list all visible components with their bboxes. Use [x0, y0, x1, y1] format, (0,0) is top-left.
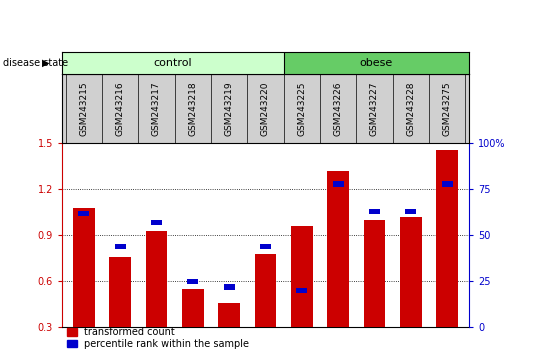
Text: disease state: disease state [3, 58, 68, 68]
Bar [146, 231, 167, 327]
Bar [364, 220, 385, 327]
Text: GSM243216: GSM243216 [116, 81, 125, 136]
Bar [405, 209, 416, 214]
Bar [151, 220, 162, 225]
Text: GSM243219: GSM243219 [225, 81, 233, 136]
Text: control: control [154, 58, 192, 68]
Text: GSM243218: GSM243218 [188, 81, 197, 136]
Bar [441, 181, 453, 187]
Text: GSM243217: GSM243217 [152, 81, 161, 136]
Bar [400, 217, 421, 327]
Bar [333, 181, 343, 187]
Bar [436, 149, 458, 327]
Text: obese: obese [360, 58, 393, 68]
Bar [260, 244, 271, 249]
Bar [224, 284, 234, 290]
Bar [73, 208, 95, 327]
Bar [182, 289, 204, 327]
Text: ▶: ▶ [42, 58, 50, 68]
Text: GSM243227: GSM243227 [370, 82, 379, 136]
Legend: transformed count, percentile rank within the sample: transformed count, percentile rank withi… [67, 327, 250, 349]
Bar [369, 209, 380, 214]
Bar [284, 52, 469, 74]
Bar [109, 257, 131, 327]
Bar [254, 254, 277, 327]
Bar [327, 171, 349, 327]
Text: GSM243225: GSM243225 [298, 82, 306, 136]
Bar [78, 211, 89, 216]
Text: GSM243228: GSM243228 [406, 82, 415, 136]
Bar [62, 52, 284, 74]
Text: GSM243220: GSM243220 [261, 82, 270, 136]
Text: GSM243275: GSM243275 [443, 81, 452, 136]
Bar [115, 244, 126, 249]
Bar [291, 226, 313, 327]
Title: GDS3688 / 236719_at: GDS3688 / 236719_at [182, 124, 349, 141]
Bar [218, 303, 240, 327]
Text: GSM243215: GSM243215 [79, 81, 88, 136]
Bar [296, 288, 307, 293]
Text: GSM243226: GSM243226 [334, 82, 343, 136]
Bar [188, 279, 198, 284]
